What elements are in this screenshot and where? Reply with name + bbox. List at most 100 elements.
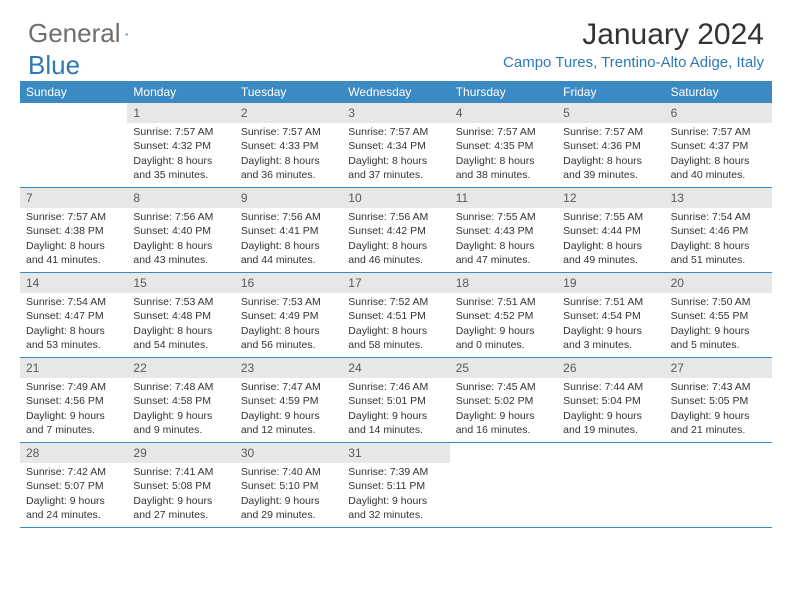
sunrise-text: Sunrise: 7:57 AM [456,125,551,139]
daylight-line2: and 7 minutes. [26,423,121,437]
day-body: Sunrise: 7:52 AMSunset: 4:51 PMDaylight:… [342,293,449,356]
day-number: 20 [665,273,772,293]
day-cell: 21 Sunrise: 7:49 AMSunset: 4:56 PMDayligh… [20,358,127,442]
daylight-line1: Daylight: 8 hours [348,239,443,253]
day-number: 11 [450,188,557,208]
day-body: Sunrise: 7:55 AMSunset: 4:43 PMDaylight:… [450,208,557,271]
daylight-line2: and 14 minutes. [348,423,443,437]
day-cell: 3Sunrise: 7:57 AMSunset: 4:34 PMDaylight… [342,103,449,187]
daylight-line1: Daylight: 8 hours [241,324,336,338]
sunrise-text: Sunrise: 7:53 AM [133,295,228,309]
daylight-line2: and 21 minutes. [671,423,766,437]
sunset-text: Sunset: 4:48 PM [133,309,228,323]
day-body: Sunrise: 7:53 AMSunset: 4:48 PMDaylight:… [127,293,234,356]
day-number: 14 [20,273,127,293]
day-body: Sunrise: 7:43 AMSunset: 5:05 PMDaylight:… [665,378,772,441]
day-body: Sunrise: 7:45 AMSunset: 5:02 PMDaylight:… [450,378,557,441]
day-cell [557,443,664,527]
day-body: Sunrise: 7:53 AMSunset: 4:49 PMDaylight:… [235,293,342,356]
day-cell: 15Sunrise: 7:53 AMSunset: 4:48 PMDayligh… [127,273,234,357]
sunrise-text: Sunrise: 7:49 AM [26,380,121,394]
day-number: 31 [342,443,449,463]
sunrise-text: Sunrise: 7:47 AM [241,380,336,394]
sunrise-text: Sunrise: 7:42 AM [26,465,121,479]
day-cell: 19Sunrise: 7:51 AMSunset: 4:54 PMDayligh… [557,273,664,357]
sunrise-text: Sunrise: 7:57 AM [241,125,336,139]
daylight-line1: Daylight: 9 hours [456,324,551,338]
sunset-text: Sunset: 4:32 PM [133,139,228,153]
sunset-text: Sunset: 4:56 PM [26,394,121,408]
day-cell: 12Sunrise: 7:55 AMSunset: 4:44 PMDayligh… [557,188,664,272]
weekday-header-row: SundayMondayTuesdayWednesdayThursdayFrid… [20,81,772,103]
day-body: Sunrise: 7:46 AMSunset: 5:01 PMDaylight:… [342,378,449,441]
day-cell: 2Sunrise: 7:57 AMSunset: 4:33 PMDaylight… [235,103,342,187]
day-number: 23 [235,358,342,378]
sunrise-text: Sunrise: 7:44 AM [563,380,658,394]
day-cell: 24Sunrise: 7:46 AMSunset: 5:01 PMDayligh… [342,358,449,442]
daylight-line1: Daylight: 9 hours [133,409,228,423]
daylight-line2: and 38 minutes. [456,168,551,182]
sunset-text: Sunset: 5:10 PM [241,479,336,493]
logo-sail-icon [125,24,128,44]
week-row: 14Sunrise: 7:54 AMSunset: 4:47 PMDayligh… [20,273,772,358]
day-number: 27 [665,358,772,378]
sunrise-text: Sunrise: 7:57 AM [133,125,228,139]
week-row: 1Sunrise: 7:57 AMSunset: 4:32 PMDaylight… [20,103,772,188]
day-body: Sunrise: 7:57 AMSunset: 4:35 PMDaylight:… [450,123,557,186]
sunrise-text: Sunrise: 7:51 AM [456,295,551,309]
sunset-text: Sunset: 4:51 PM [348,309,443,323]
day-body [450,447,557,453]
weekday-header: Monday [127,81,234,103]
daylight-line1: Daylight: 9 hours [241,494,336,508]
daylight-line1: Daylight: 8 hours [133,239,228,253]
sunrise-text: Sunrise: 7:45 AM [456,380,551,394]
sunrise-text: Sunrise: 7:57 AM [563,125,658,139]
sunset-text: Sunset: 4:35 PM [456,139,551,153]
day-number: 22 [127,358,234,378]
day-cell: 5Sunrise: 7:57 AMSunset: 4:36 PMDaylight… [557,103,664,187]
daylight-line1: Daylight: 9 hours [26,494,121,508]
sunrise-text: Sunrise: 7:57 AM [26,210,121,224]
daylight-line1: Daylight: 9 hours [563,409,658,423]
day-number: 1 [127,103,234,123]
daylight-line1: Daylight: 8 hours [26,239,121,253]
day-body: Sunrise: 7:51 AMSunset: 4:54 PMDaylight:… [557,293,664,356]
daylight-line1: Daylight: 9 hours [671,409,766,423]
day-body [665,447,772,453]
day-cell: 29Sunrise: 7:41 AMSunset: 5:08 PMDayligh… [127,443,234,527]
calendar: SundayMondayTuesdayWednesdayThursdayFrid… [20,81,772,528]
daylight-line1: Daylight: 9 hours [26,409,121,423]
daylight-line2: and 36 minutes. [241,168,336,182]
daylight-line1: Daylight: 8 hours [456,239,551,253]
day-number: 4 [450,103,557,123]
day-cell: 20Sunrise: 7:50 AMSunset: 4:55 PMDayligh… [665,273,772,357]
sunset-text: Sunset: 4:33 PM [241,139,336,153]
day-number: 18 [450,273,557,293]
daylight-line1: Daylight: 8 hours [671,239,766,253]
day-number: 5 [557,103,664,123]
sunset-text: Sunset: 5:01 PM [348,394,443,408]
day-number: 21 [20,358,127,378]
daylight-line2: and 46 minutes. [348,253,443,267]
sunrise-text: Sunrise: 7:57 AM [671,125,766,139]
weekday-header: Wednesday [342,81,449,103]
daylight-line1: Daylight: 9 hours [348,409,443,423]
logo: General [28,18,149,49]
sunrise-text: Sunrise: 7:40 AM [241,465,336,479]
day-body: Sunrise: 7:40 AMSunset: 5:10 PMDaylight:… [235,463,342,526]
day-body: Sunrise: 7:42 AMSunset: 5:07 PMDaylight:… [20,463,127,526]
daylight-line2: and 32 minutes. [348,508,443,522]
daylight-line1: Daylight: 9 hours [133,494,228,508]
day-number: 29 [127,443,234,463]
sunset-text: Sunset: 4:40 PM [133,224,228,238]
day-number: 6 [665,103,772,123]
day-body: Sunrise: 7:54 AMSunset: 4:47 PMDaylight:… [20,293,127,356]
daylight-line1: Daylight: 8 hours [133,154,228,168]
day-cell: 18Sunrise: 7:51 AMSunset: 4:52 PMDayligh… [450,273,557,357]
day-cell: 22Sunrise: 7:48 AMSunset: 4:58 PMDayligh… [127,358,234,442]
day-number: 13 [665,188,772,208]
daylight-line2: and 58 minutes. [348,338,443,352]
daylight-line2: and 29 minutes. [241,508,336,522]
day-body: Sunrise: 7:51 AMSunset: 4:52 PMDaylight:… [450,293,557,356]
sunset-text: Sunset: 4:54 PM [563,309,658,323]
